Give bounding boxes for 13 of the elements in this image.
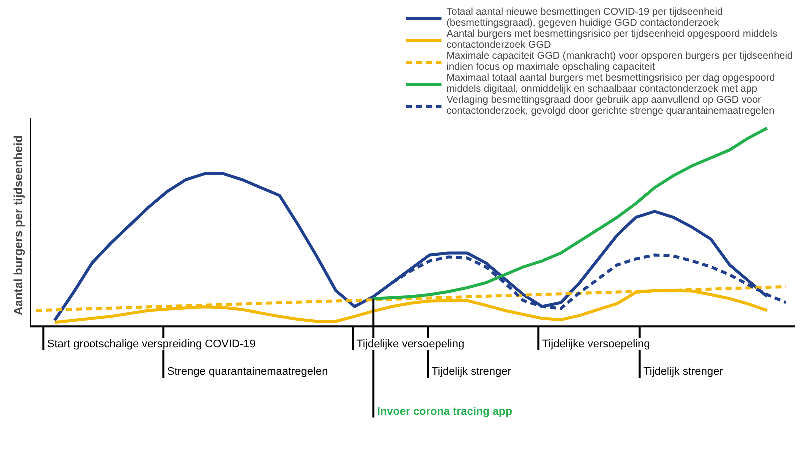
y-axis-title: Aantal burgers per tijdseenheid <box>12 135 26 316</box>
legend-label: Maximaal totaal aantal burgers met besmettingsrisico per dag opgespoord middels digitaal, onmiddelijk en schaalbaar contactonderzoek met app <box>446 73 776 95</box>
text: Start grootschalige verspreiding COVID-19 <box>47 338 256 350</box>
text: Tijdelijk strenger <box>644 366 724 378</box>
legend-label: Maximale capaciteit GGD (mankracht) voor opsporen burgers per tijdseenheid indien focus op maximale opschaling capaciteit <box>446 51 793 73</box>
text: Tijdelijk strenger <box>432 366 512 378</box>
legend-label: Aantal burgers met besmettingsrisico per tijdseenheid opgespoord middels contactonderzoek GGD <box>446 29 778 51</box>
text: Tijdelijke versoepeling <box>356 338 465 350</box>
text: Tijdelijke versoepeling <box>542 338 650 350</box>
text: Strenge quarantainemaatregelen <box>167 366 328 378</box>
text: Invoer corona tracing app <box>377 406 513 418</box>
legend-label: Totaal aantal nieuwe besmettingen COVID-19 per tijdseenheid (besmettingsgraad), gegeven huidige GGD contactonderzoek <box>446 7 723 29</box>
legend-label: Verlaging besmettingsgraad door gebruik app aanvullend op GGD voor contactonderzoek, gevolgd door gerichte strenge quarantainemaatregelen <box>446 95 775 117</box>
